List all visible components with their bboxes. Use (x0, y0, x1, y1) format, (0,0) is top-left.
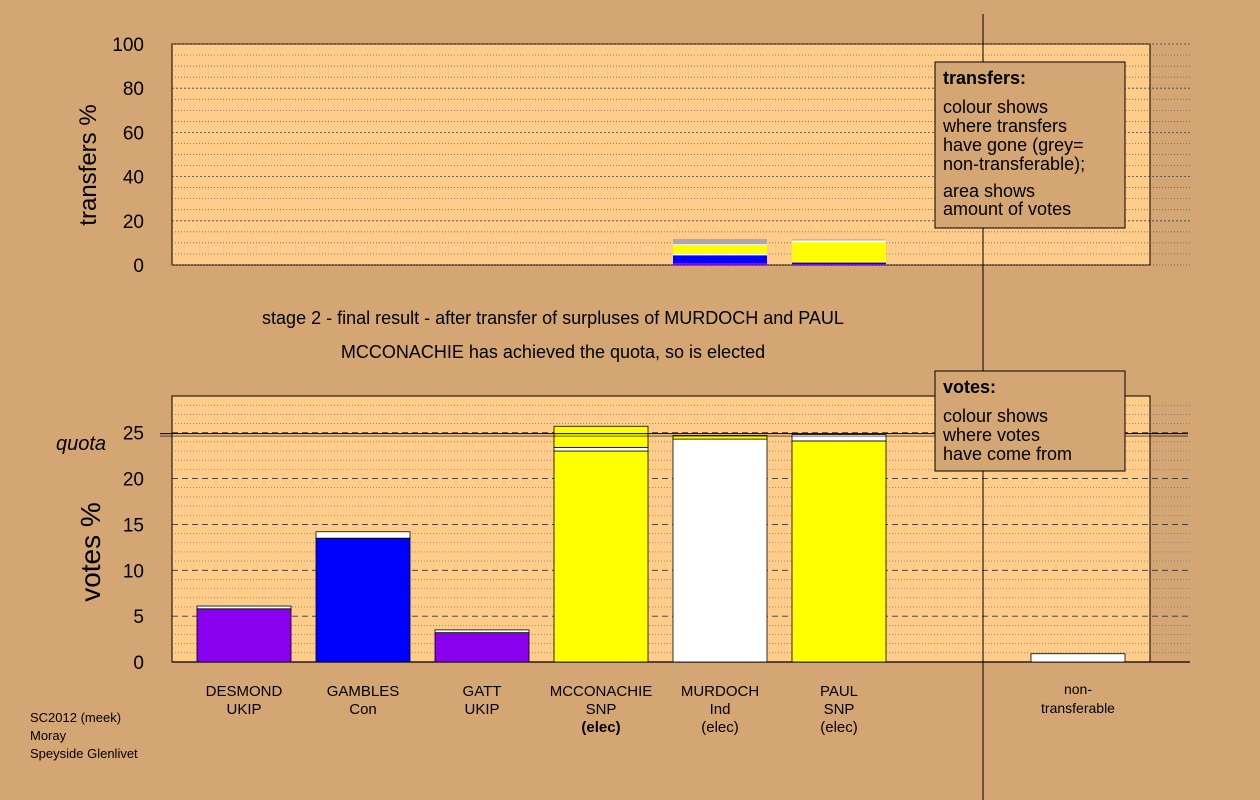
bar-segment (673, 263, 767, 265)
nontransferable-label: transferable (1041, 700, 1115, 716)
footer-line: Speyside Glenlivet (30, 746, 138, 761)
vote-bar-non-transferable (1030, 653, 1126, 663)
votes-legend-line: have come from (943, 444, 1072, 464)
bar-segment (791, 434, 887, 442)
category-label: MCCONACHIE (550, 683, 653, 700)
stage-caption: stage 2 - final result - after transfer … (262, 308, 844, 328)
bar-segment (315, 537, 411, 663)
bar-segment (673, 238, 767, 245)
bar-segment (553, 425, 649, 448)
bar-segment (672, 435, 768, 440)
y-tick-label: 80 (123, 79, 144, 100)
quota-label: quota (56, 433, 106, 455)
nontransferable-label: non- (1064, 681, 1092, 697)
bar-segment (315, 531, 411, 539)
category-label: Con (349, 701, 377, 718)
elected-caption: MCCONACHIE has achieved the quota, so is… (341, 342, 765, 362)
transfers-legend: transfers: colour shows where transfers … (934, 61, 1126, 229)
bar-segment (673, 255, 767, 264)
transfers-legend-line: area shows (943, 181, 1035, 201)
vote-bar-murdoch (672, 435, 768, 663)
vote-bar-gambles (315, 531, 411, 663)
votes-legend: votes: colour shows where votes have com… (934, 370, 1126, 472)
y-tick-label: 25 (123, 424, 144, 445)
bar-segment (792, 242, 886, 263)
category-label: (elec) (820, 719, 858, 736)
category-label: GATT (463, 683, 502, 700)
y-tick-label: 20 (123, 470, 144, 491)
vote-bar-desmond (196, 605, 292, 663)
transfers-y-axis-label: transfers % (75, 104, 102, 225)
y-tick-label: 10 (123, 561, 144, 582)
votes-y-axis-label: votes % (75, 502, 106, 602)
footer-line: SC2012 (meek) (30, 710, 121, 725)
bar-segment (672, 438, 768, 663)
category-label: (elec) (581, 719, 620, 736)
bar-segment (792, 239, 886, 241)
bar-segment (792, 262, 886, 265)
category-label: DESMOND (206, 683, 283, 700)
votes-legend-box (934, 370, 1126, 472)
transfers-legend-line: amount of votes (943, 199, 1071, 219)
bar-segment (196, 605, 292, 610)
category-label: UKIP (464, 701, 499, 718)
category-label: SNP (824, 701, 855, 718)
category-label: Ind (710, 701, 731, 718)
y-tick-label: 0 (133, 653, 144, 674)
transfers-legend-title: transfers: (943, 68, 1026, 88)
bar-segment (553, 446, 649, 452)
transfers-legend-line: colour shows (943, 97, 1048, 117)
votes-legend-line: where votes (942, 425, 1040, 445)
y-tick-label: 100 (112, 35, 144, 56)
category-label: GAMBLES (327, 683, 400, 700)
transfers-legend-line: have gone (grey= (943, 135, 1084, 155)
y-tick-label: 5 (133, 607, 144, 628)
transfers-legend-box (934, 61, 1126, 229)
votes-legend-title: votes: (943, 377, 996, 397)
category-label: (elec) (701, 719, 739, 736)
bar-segment (434, 629, 530, 634)
category-label: UKIP (226, 701, 261, 718)
bar-segment (791, 440, 887, 663)
vote-bar-gatt (434, 629, 530, 663)
y-tick-label: 40 (123, 168, 144, 189)
transfers-y-ticks: 0 20 40 60 80 100 (112, 35, 144, 277)
votes-legend-line: colour shows (943, 406, 1048, 426)
bar-segment (792, 264, 886, 265)
bar-segment (196, 608, 292, 663)
bar-segment (792, 240, 886, 243)
votes-bars (160, 425, 1188, 663)
bar-segment (673, 253, 767, 256)
transfers-legend-line: where transfers (942, 116, 1067, 136)
bar-segment (673, 245, 767, 254)
transfers-bars (673, 238, 886, 265)
bar-segment (434, 632, 530, 663)
bar-segment (1030, 653, 1126, 663)
footer-line: Moray (30, 728, 67, 743)
y-tick-label: 20 (123, 212, 144, 233)
y-tick-label: 15 (123, 515, 144, 536)
y-tick-label: 0 (133, 256, 144, 277)
votes-category-labels: DESMONDUKIPGAMBLESConGATTUKIPMCCONACHIES… (206, 681, 1116, 736)
votes-y-ticks: 0 5 10 15 20 25 (123, 424, 144, 674)
transfer-bar-paul (792, 239, 886, 265)
transfers-legend-line: non-transferable); (943, 154, 1085, 174)
category-label: MURDOCH (681, 683, 759, 700)
y-tick-label: 60 (123, 123, 144, 144)
bar-segment (553, 450, 649, 663)
transfer-bar-murdoch (673, 238, 767, 265)
category-label: PAUL (820, 683, 858, 700)
bar-segment (673, 244, 767, 246)
vote-bar-paul (791, 434, 887, 663)
vote-bar-mcconachie (553, 425, 649, 663)
category-label: SNP (586, 701, 617, 718)
